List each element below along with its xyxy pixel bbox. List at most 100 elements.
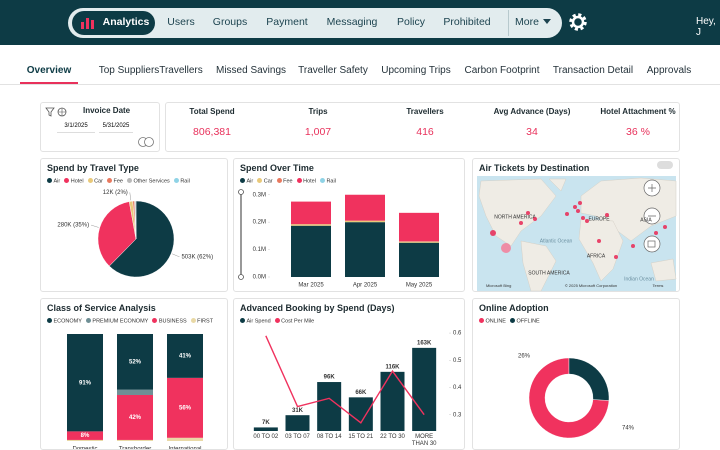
legend-swatch [126, 178, 132, 183]
nav-item[interactable]: Analytics [102, 16, 150, 28]
plot: 8% 91% Domestic 42% 52% Transborder 56% 41% Inte… [67, 334, 203, 450]
legend-item: ONLINE [479, 318, 506, 325]
plot: 0.3 0.4 0.5 0.6 7K 31K 96K 66K 116K 163K [253, 331, 462, 431]
nav-item[interactable]: Users [167, 16, 195, 28]
line-series [265, 335, 425, 424]
legend-item: OFFLINE [509, 318, 540, 325]
map-terms[interactable]: Terms [653, 283, 664, 288]
data-label: 56% [179, 405, 192, 411]
tab[interactable]: Transaction Detail [552, 65, 634, 76]
tab[interactable]: Overview [26, 65, 72, 76]
leader-line [171, 253, 180, 258]
map-dot [576, 209, 580, 213]
date-start[interactable]: 3/1/2025 [57, 121, 95, 133]
legend-swatch [319, 178, 325, 183]
bar-segment [167, 334, 203, 378]
kpi-label: Hotel Attachment % [600, 107, 676, 116]
chart-card: Spend Over Time Air Car Fee Hotel Rail 0.0M 0.1… [233, 158, 465, 292]
data-label: 52% [129, 359, 142, 365]
legend-label: ECONOMY [53, 318, 82, 325]
y2-tick-label: 0.4 [453, 385, 462, 391]
legend-label: Other Services [133, 178, 170, 185]
tab[interactable]: Carbon Footprint [464, 65, 540, 76]
map-dot [654, 231, 658, 235]
x-tick-label: Domestic [72, 447, 97, 450]
data-label: 163K [417, 340, 432, 346]
toggle[interactable] [657, 161, 673, 169]
dropdown-arrow [543, 19, 551, 24]
y-tick-label: 0.1M [253, 247, 266, 253]
tab-underline [20, 82, 78, 84]
settings-icon[interactable] [568, 12, 588, 32]
legend-swatch [479, 318, 484, 323]
x-tick-label: MORE THAN 30 [411, 434, 437, 447]
nav-item[interactable]: Payment [266, 16, 308, 28]
legend-label: FIRST [197, 318, 214, 325]
tab-rule [0, 84, 720, 85]
legend-label: Fee [113, 178, 123, 185]
legend-swatch [47, 318, 52, 323]
legend-label: Fee [283, 178, 293, 185]
chart-card: Online Adoption ONLINE OFFLINE 74% 26% [472, 298, 680, 450]
region-label: EUROPE [588, 216, 610, 222]
legend-item: Air Spend [240, 318, 271, 325]
date-end[interactable]: 5/31/2025 [99, 121, 133, 133]
date-slider[interactable] [137, 136, 157, 148]
chart-title: Online Adoption [479, 303, 549, 313]
map-brand: Microsoft Bing [486, 283, 511, 288]
legend-item: BUSINESS [152, 318, 187, 325]
data-label: 91% [79, 380, 92, 386]
y-tick-label: 0.3M [253, 192, 266, 198]
map-dot [519, 221, 523, 225]
legend-item: Fee [106, 178, 123, 185]
legend-label: Rail [326, 178, 336, 185]
map[interactable]: NORTH AMERICA EUROPE ASIA AFRICA SOUTH A… [473, 159, 680, 292]
map-dot [578, 201, 582, 205]
region-label: NORTH AMERICA [494, 214, 536, 220]
tab[interactable]: Upcoming Trips [381, 65, 451, 76]
map-dot [501, 243, 511, 253]
bar-segment [291, 201, 331, 225]
legend-label: Hotel [70, 178, 84, 185]
kpi-label: Trips [308, 107, 328, 116]
bar-segment [399, 241, 439, 243]
nav-item[interactable]: Prohibited [443, 16, 491, 28]
tab[interactable]: Traveller Safety [298, 65, 368, 76]
legend-item: Other Services [126, 178, 170, 185]
legend-label: Cost Per Mile [281, 318, 315, 325]
bar-segment [399, 212, 439, 242]
chart-title: Air Tickets by Destination [479, 163, 590, 173]
bar-segment [291, 225, 331, 277]
map-dot [581, 216, 585, 220]
y2-tick-label: 0.6 [453, 331, 462, 337]
legend-label: Hotel [303, 178, 316, 185]
legend-swatch [106, 178, 112, 183]
divider [508, 10, 509, 36]
map-dot [663, 225, 667, 229]
bar [317, 382, 342, 431]
legend-label: PREMIUM ECONOMY [92, 318, 149, 325]
more-menu[interactable]: More [515, 16, 539, 28]
zoom-controls[interactable] [643, 179, 661, 253]
bar-segment [291, 224, 331, 226]
slice [109, 200, 175, 278]
active-nav[interactable] [72, 11, 155, 35]
chart-title: Advanced Booking by Spend (Days) [240, 303, 395, 313]
legend-item: Hotel [64, 178, 84, 185]
nav-item[interactable]: Groups [212, 16, 248, 28]
map-dot [565, 212, 569, 216]
legend-swatch [87, 178, 93, 183]
kpi-label: Travellers [406, 107, 444, 116]
tab[interactable]: Missed Savings [215, 65, 287, 76]
nav-item[interactable]: Messaging [326, 16, 378, 28]
tab[interactable]: Travellers [159, 65, 203, 76]
nav-item[interactable]: Policy [396, 16, 426, 28]
filter-card: Invoice Date 3/1/2025 5/31/2025 [40, 102, 160, 152]
legend: ONLINE OFFLINE [479, 318, 540, 325]
map-dot [605, 213, 609, 217]
tab[interactable]: Approvals [646, 65, 692, 76]
legend-label: ONLINE [485, 318, 506, 325]
tab[interactable]: Top Suppliers [98, 65, 160, 76]
chart-card: Class of Service Analysis ECONOMY PREMIUM … [40, 298, 228, 450]
x-tick-label: Apr 2025 [353, 283, 378, 289]
